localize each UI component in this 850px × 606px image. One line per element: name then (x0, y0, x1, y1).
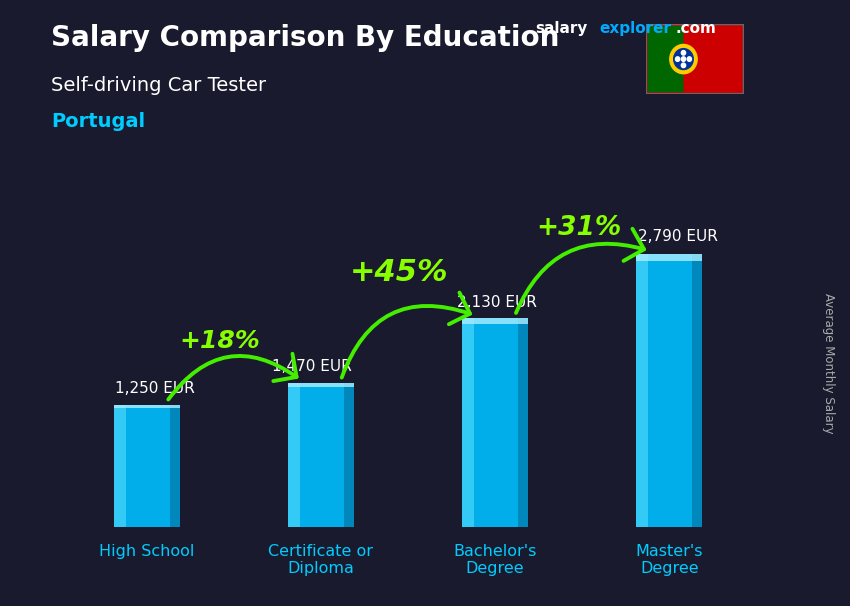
Text: 1,470 EUR: 1,470 EUR (272, 359, 352, 375)
Circle shape (682, 63, 686, 68)
Circle shape (670, 44, 697, 74)
Text: 2,790 EUR: 2,790 EUR (638, 229, 718, 244)
FancyBboxPatch shape (170, 405, 180, 527)
Text: Salary Comparison By Education: Salary Comparison By Education (51, 24, 559, 52)
Text: Average Monthly Salary: Average Monthly Salary (822, 293, 836, 434)
FancyBboxPatch shape (646, 24, 744, 94)
FancyBboxPatch shape (518, 318, 528, 527)
FancyBboxPatch shape (462, 318, 528, 527)
FancyArrowPatch shape (516, 229, 644, 313)
FancyBboxPatch shape (288, 383, 354, 527)
Text: .com: .com (676, 21, 717, 36)
Text: explorer: explorer (599, 21, 672, 36)
Circle shape (674, 48, 694, 70)
FancyBboxPatch shape (462, 318, 474, 527)
Text: 1,250 EUR: 1,250 EUR (116, 381, 196, 396)
FancyBboxPatch shape (636, 254, 648, 527)
FancyBboxPatch shape (114, 405, 180, 527)
Text: Portugal: Portugal (51, 112, 145, 131)
Text: +31%: +31% (536, 215, 621, 241)
FancyBboxPatch shape (288, 383, 354, 387)
FancyArrowPatch shape (342, 293, 470, 378)
FancyBboxPatch shape (636, 254, 702, 527)
Text: 2,130 EUR: 2,130 EUR (456, 295, 536, 310)
FancyBboxPatch shape (114, 405, 126, 527)
Text: +18%: +18% (179, 329, 260, 353)
Text: salary: salary (536, 21, 588, 36)
FancyBboxPatch shape (288, 383, 300, 527)
FancyBboxPatch shape (693, 254, 702, 527)
Text: +45%: +45% (350, 258, 449, 287)
FancyBboxPatch shape (114, 405, 180, 408)
Circle shape (687, 57, 691, 61)
FancyBboxPatch shape (636, 254, 702, 261)
Text: Self-driving Car Tester: Self-driving Car Tester (51, 76, 266, 95)
FancyBboxPatch shape (648, 26, 683, 92)
Circle shape (676, 57, 680, 61)
Circle shape (682, 50, 686, 55)
Circle shape (682, 57, 686, 61)
FancyBboxPatch shape (462, 318, 528, 324)
FancyBboxPatch shape (344, 383, 354, 527)
FancyArrowPatch shape (168, 354, 297, 399)
